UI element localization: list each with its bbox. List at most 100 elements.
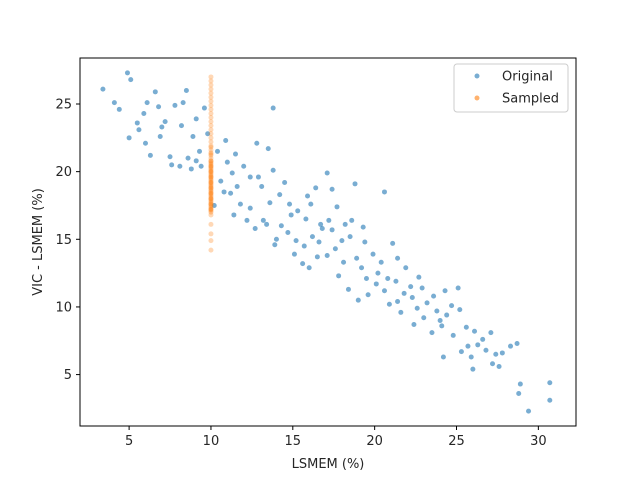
data-point-sampled	[208, 188, 214, 194]
data-point-original	[205, 131, 211, 137]
data-point-original	[437, 317, 443, 323]
data-point-sampled	[208, 198, 214, 204]
data-point-original	[365, 292, 371, 298]
data-point-original	[303, 216, 309, 222]
data-point-original	[395, 299, 401, 305]
data-point-sampled	[208, 190, 214, 196]
data-point-sampled	[208, 208, 214, 214]
data-point-sampled	[208, 162, 214, 168]
data-point-original	[342, 221, 348, 227]
data-point-original	[480, 336, 486, 342]
data-point-original	[370, 251, 376, 257]
data-point-original	[141, 110, 147, 116]
data-point-sampled	[208, 94, 214, 100]
data-point-original	[381, 189, 387, 195]
data-point-sampled	[208, 185, 214, 191]
data-point-original	[324, 170, 330, 176]
data-point-sampled	[208, 102, 214, 108]
data-point-sampled	[208, 106, 214, 112]
data-point-original	[264, 221, 270, 227]
data-point-original	[414, 305, 420, 311]
x-axis-label: LSMEM (%)	[292, 457, 365, 472]
plot-area	[100, 70, 553, 414]
x-tick-label: 25	[448, 434, 465, 449]
data-point-original	[157, 133, 163, 139]
data-point-original	[293, 238, 299, 244]
data-point-sampled	[208, 196, 214, 202]
data-point-original	[197, 148, 202, 154]
data-point-sampled	[208, 147, 214, 153]
data-point-original	[465, 343, 471, 349]
legend-label-sampled: Sampled	[502, 92, 559, 107]
data-point-original	[247, 174, 253, 180]
data-point-sampled	[208, 131, 214, 137]
data-point-original	[516, 391, 522, 397]
data-point-original	[313, 185, 319, 191]
data-point-sampled	[208, 178, 214, 184]
data-point-original	[334, 204, 340, 210]
data-point-original	[190, 133, 196, 139]
data-point-sampled	[208, 179, 214, 185]
data-point-original	[237, 201, 243, 207]
data-point-sampled	[208, 150, 214, 156]
data-point-sampled	[208, 221, 214, 227]
data-point-sampled	[208, 247, 214, 253]
data-point-sampled	[208, 192, 214, 198]
data-point-original	[255, 174, 261, 180]
data-point-original	[470, 366, 476, 372]
x-tick-label: 5	[125, 434, 133, 449]
data-point-original	[329, 186, 335, 192]
x-tick-label: 15	[285, 434, 302, 449]
data-point-original	[172, 102, 178, 108]
data-point-original	[128, 77, 134, 83]
data-point-sampled	[208, 194, 214, 200]
data-point-original	[354, 255, 360, 261]
legend-marker-sampled	[474, 95, 480, 101]
x-tick-label: 30	[530, 434, 547, 449]
data-point-original	[272, 242, 278, 248]
data-point-sampled	[208, 169, 214, 175]
data-point-original	[339, 238, 345, 244]
data-point-original	[386, 301, 392, 307]
data-point-sampled	[208, 86, 214, 92]
data-point-original	[265, 146, 271, 152]
data-point-original	[224, 159, 230, 165]
data-point-original	[355, 297, 361, 303]
data-point-original	[401, 290, 407, 296]
data-point-original	[336, 273, 342, 279]
data-point-original	[288, 212, 294, 218]
data-point-original	[300, 261, 306, 267]
data-point-sampled	[208, 197, 214, 203]
data-point-sampled	[208, 189, 214, 195]
data-point-original	[440, 354, 446, 360]
data-point-sampled	[208, 202, 214, 208]
data-point-original	[455, 285, 461, 291]
data-point-original	[183, 87, 189, 93]
data-point-sampled	[208, 200, 214, 206]
data-point-sampled	[208, 175, 214, 181]
y-tick-label: 15	[55, 233, 72, 248]
data-point-original	[162, 119, 168, 125]
data-point-original	[472, 328, 478, 334]
data-point-sampled	[208, 170, 214, 176]
data-point-sampled	[208, 135, 214, 141]
data-point-original	[431, 293, 437, 299]
data-point-original	[301, 243, 307, 249]
data-point-original	[403, 265, 409, 271]
data-point-original	[349, 217, 355, 223]
data-point-original	[493, 351, 499, 357]
data-point-original	[341, 259, 347, 265]
data-point-original	[458, 349, 464, 355]
data-point-sampled	[208, 98, 214, 104]
data-point-original	[345, 286, 351, 292]
data-point-original	[241, 163, 247, 169]
data-point-original	[547, 397, 553, 403]
data-point-original	[475, 342, 481, 348]
data-point-original	[270, 105, 276, 111]
data-point-original	[201, 105, 207, 111]
data-point-original	[234, 184, 240, 190]
data-point-original	[457, 307, 463, 313]
data-point-original	[229, 170, 235, 176]
data-point-original	[308, 201, 314, 207]
